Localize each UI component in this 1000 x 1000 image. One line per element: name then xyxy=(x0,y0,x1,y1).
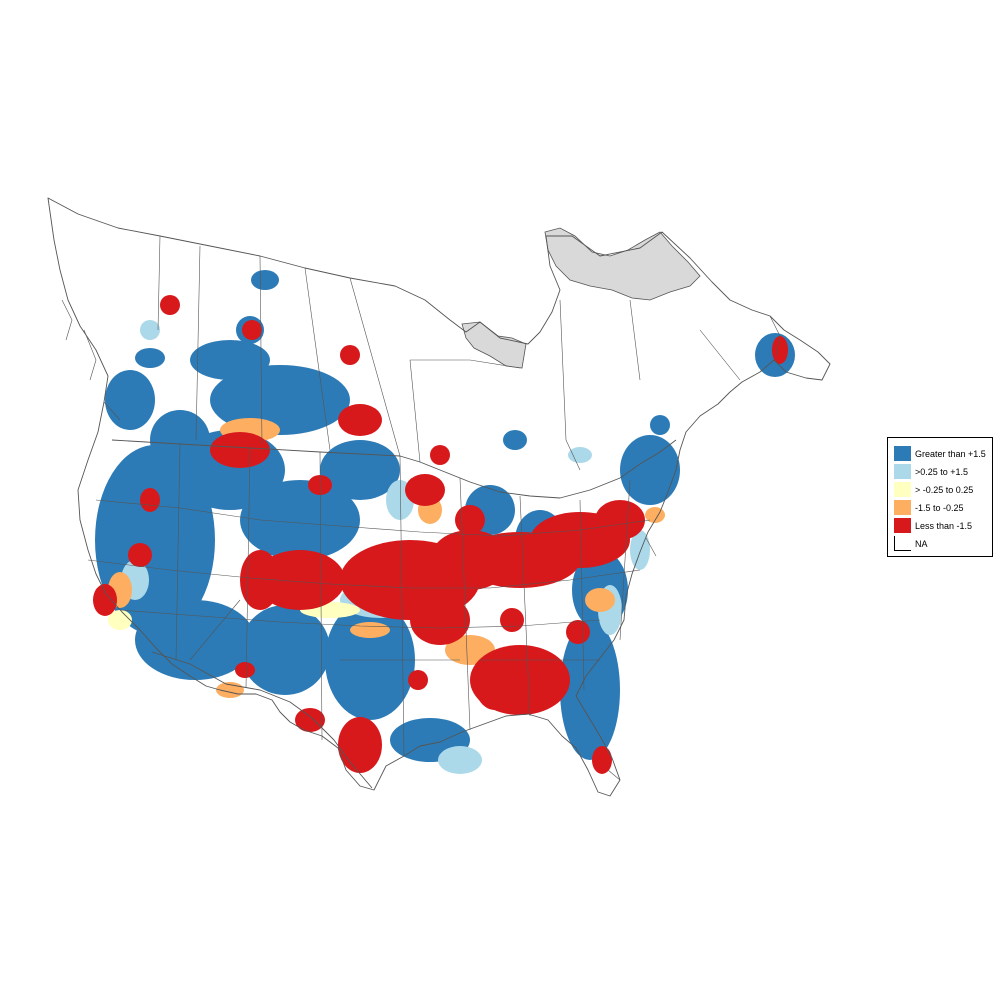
trend-cell-greater-than-1-5 xyxy=(210,365,350,435)
trend-cell-greater-than-1-5 xyxy=(240,605,330,695)
trend-cell-greater-than-1-5 xyxy=(135,600,255,680)
legend-swatch xyxy=(894,482,911,497)
legend-item: Greater than +1.5 xyxy=(894,446,986,461)
legend-item: NA xyxy=(894,536,928,551)
legend-item: > -0.25 to 0.25 xyxy=(894,482,973,497)
trend-cell-greater-than-1-5 xyxy=(650,415,670,435)
trend-cell-less-than-neg-1-5 xyxy=(500,608,524,632)
trend-cell-less-than-neg-1-5 xyxy=(242,320,262,340)
trend-cell-greater-than-1-5 xyxy=(135,348,165,368)
trend-cell-less-than-neg-1-5 xyxy=(338,717,382,773)
trend-cell-less-than-neg-1-5 xyxy=(338,404,382,436)
trend-cell-less-than-neg-1-5 xyxy=(475,660,515,710)
map-legend: Greater than +1.5 >0.25 to +1.5 > -0.25 … xyxy=(887,437,993,557)
legend-label: > -0.25 to 0.25 xyxy=(915,484,974,495)
trend-cell-greater-than-1-5 xyxy=(251,270,279,290)
legend-swatch xyxy=(894,464,911,479)
legend-label: >0.25 to +1.5 xyxy=(915,466,969,477)
trend-cell-less-than-neg-1-5 xyxy=(235,662,255,678)
trend-cell-less-than-neg-1-5 xyxy=(255,550,345,610)
north-america-outline xyxy=(47,197,831,797)
trend-cell-less-than-neg-1-5 xyxy=(455,505,485,535)
trend-cell-less-than-neg-1-5 xyxy=(772,336,788,364)
us-canada-border xyxy=(111,439,677,499)
legend-swatch xyxy=(894,536,911,551)
trend-cell-greater-than-1-5 xyxy=(150,410,210,470)
trend-cell-mid-negative xyxy=(350,622,390,638)
trend-cell-greater-than-1-5 xyxy=(503,430,527,450)
trend-cell-less-than-neg-1-5 xyxy=(430,445,450,465)
trend-cell-less-than-neg-1-5 xyxy=(160,295,180,315)
trend-cell-less-than-neg-1-5 xyxy=(210,432,270,468)
trend-cell-less-than-neg-1-5 xyxy=(128,543,152,567)
trend-cell-mid-negative xyxy=(585,588,615,612)
legend-label: -1.5 to -0.25 xyxy=(915,502,964,513)
no-data-region-james-bay xyxy=(461,321,527,369)
boundaries xyxy=(47,197,831,797)
trend-cell-less-than-neg-1-5 xyxy=(93,584,117,616)
trend-cell-less-than-neg-1-5 xyxy=(410,595,470,645)
legend-label: NA xyxy=(915,538,928,549)
legend-swatch xyxy=(894,446,911,461)
trend-cell-greater-than-1-5 xyxy=(620,435,680,505)
trend-cell-less-than-neg-1-5 xyxy=(592,746,612,774)
trend-cell-less-than-neg-1-5 xyxy=(295,708,325,732)
trend-cell-less-than-neg-1-5 xyxy=(405,474,445,506)
trend-cell-mid-positive xyxy=(568,447,592,463)
trend-cell-greater-than-1-5 xyxy=(560,620,620,760)
trend-cell-less-than-neg-1-5 xyxy=(140,488,160,512)
trend-cell-less-than-neg-1-5 xyxy=(595,500,645,540)
trend-cell-near-zero xyxy=(108,610,132,630)
coast-detail xyxy=(61,299,781,781)
trend-cell-less-than-neg-1-5 xyxy=(566,620,590,644)
trend-cell-less-than-neg-1-5 xyxy=(340,345,360,365)
legend-label: Less than -1.5 xyxy=(915,520,973,531)
trend-cell-mid-positive xyxy=(438,746,482,774)
legend-swatch xyxy=(894,500,911,515)
us-mexico-border xyxy=(151,651,373,789)
province-lines xyxy=(157,235,741,471)
trend-cell-greater-than-1-5 xyxy=(240,480,360,560)
trend-cell-less-than-neg-1-5 xyxy=(408,670,428,690)
legend-label: Greater than +1.5 xyxy=(915,448,986,459)
trend-cell-mid-positive xyxy=(140,320,160,340)
trend-cells xyxy=(93,270,795,774)
trend-cell-greater-than-1-5 xyxy=(190,340,270,380)
no-data-region-quebec xyxy=(544,227,701,301)
trend-cell-greater-than-1-5 xyxy=(105,370,155,430)
legend-item: -1.5 to -0.25 xyxy=(894,500,964,515)
legend-swatch xyxy=(894,518,911,533)
legend-item: >0.25 to +1.5 xyxy=(894,464,968,479)
trend-cell-less-than-neg-1-5 xyxy=(240,550,280,610)
state-lines xyxy=(87,443,651,757)
legend-item: Less than -1.5 xyxy=(894,518,972,533)
